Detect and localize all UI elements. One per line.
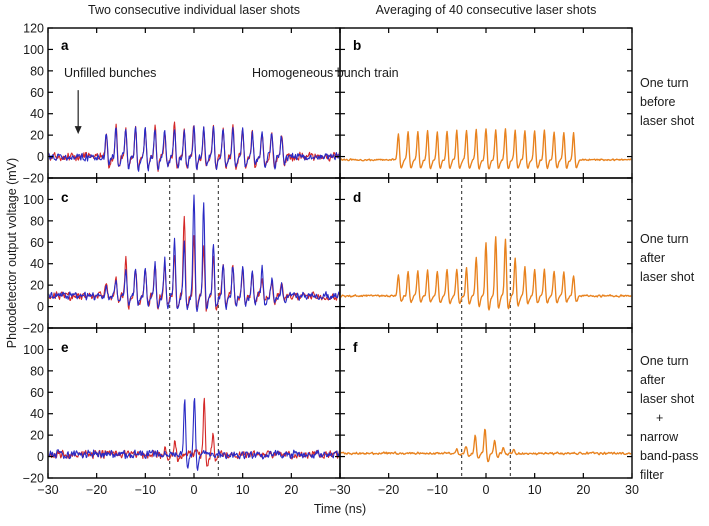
side-label-line: One turn: [640, 76, 689, 90]
y-tick-label: 100: [23, 343, 44, 357]
x-tick-label: 0: [191, 483, 198, 497]
y-tick-label: 100: [23, 43, 44, 57]
side-label-line: band-pass: [640, 449, 699, 463]
column-title-right: Averaging of 40 consecutive laser shots: [375, 3, 597, 17]
y-tick-label: 60: [30, 236, 44, 250]
column-title-left: Two consecutive individual laser shots: [88, 3, 300, 17]
side-label-line: filter: [640, 468, 664, 482]
trace-orange: [340, 428, 632, 463]
y-tick-label: 20: [30, 429, 44, 443]
panel-letter-a: a: [61, 38, 69, 53]
panel-letter-c: c: [61, 190, 69, 205]
x-tick-label: −10: [427, 483, 448, 497]
y-tick-label: 40: [30, 407, 44, 421]
x-tick-label: −30: [329, 483, 350, 497]
y-tick-label: 100: [23, 193, 44, 207]
y-tick-label: 80: [30, 364, 44, 378]
panel-a-traces: [48, 121, 340, 172]
y-tick-label: −20: [23, 322, 44, 336]
x-tick-label: −10: [135, 483, 156, 497]
trace-orange: [340, 236, 632, 311]
y-tick-label: −20: [23, 172, 44, 186]
x-tick-label: −20: [378, 483, 399, 497]
x-tick-label: 20: [576, 483, 590, 497]
y-tick-label: 80: [30, 64, 44, 78]
unfilled-bunches-arrowhead: [74, 126, 82, 135]
y-tick-label: 0: [37, 150, 44, 164]
trace-orange: [340, 128, 632, 170]
x-tick-label: −20: [86, 483, 107, 497]
side-label-line: laser shot: [640, 114, 695, 128]
y-tick-label: 60: [30, 386, 44, 400]
panel-f-traces: [340, 428, 632, 463]
side-label-line: narrow: [640, 430, 679, 444]
y-tick-label: 120: [23, 22, 44, 36]
panel-b-traces: [340, 128, 632, 170]
x-tick-label: 20: [284, 483, 298, 497]
annotation-homogeneous-bunch-train: Homogeneous bunch train: [252, 66, 399, 80]
trace-blue: [48, 194, 340, 313]
panel-letter-e: e: [61, 340, 69, 355]
side-label-line: before: [640, 95, 676, 109]
x-tick-label: 10: [236, 483, 250, 497]
row-2-side-label: One turn after laser shot: [640, 230, 709, 287]
x-tick-label: −30: [37, 483, 58, 497]
panel-letter-f: f: [353, 340, 358, 355]
panel-e-traces: [48, 397, 340, 471]
y-tick-label: 40: [30, 107, 44, 121]
trace-blue: [48, 125, 340, 172]
side-label-line: after: [640, 251, 666, 265]
row-1-side-label: One turn before laser shot: [640, 74, 709, 131]
panel-letter-d: d: [353, 190, 362, 205]
side-label-line: after: [640, 373, 666, 387]
side-label-line: One turn: [640, 232, 689, 246]
panel-c-traces: [48, 194, 340, 313]
y-tick-label: 60: [30, 86, 44, 100]
y-tick-label: 20: [30, 279, 44, 293]
side-label-line: +: [656, 411, 664, 425]
y-tick-label: 0: [37, 300, 44, 314]
y-tick-label: 0: [37, 450, 44, 464]
panel-letter-b: b: [353, 38, 362, 53]
panel-d-traces: [340, 236, 632, 311]
y-tick-label: 80: [30, 214, 44, 228]
side-label-line: One turn: [640, 354, 689, 368]
row-3-side-label: One turn after laser shot + narrow band-pass f…: [640, 352, 709, 485]
y-tick-label: 20: [30, 129, 44, 143]
x-axis-label: Time (ns): [313, 502, 367, 516]
x-tick-label: 0: [483, 483, 490, 497]
y-tick-label: 40: [30, 257, 44, 271]
panel-b-box: [339, 27, 633, 179]
side-label-line: laser shot: [640, 270, 695, 284]
x-tick-label: 30: [625, 483, 639, 497]
trace-blue: [48, 398, 340, 471]
x-tick-label: 10: [528, 483, 542, 497]
annotation-unfilled-bunches: Unfilled bunches: [64, 66, 157, 80]
y-tick-label: −20: [23, 472, 44, 486]
y-axis-label: Photodetector output voltage (mV): [5, 157, 19, 349]
panel-f-box: [339, 327, 633, 479]
side-label-line: laser shot: [640, 392, 695, 406]
